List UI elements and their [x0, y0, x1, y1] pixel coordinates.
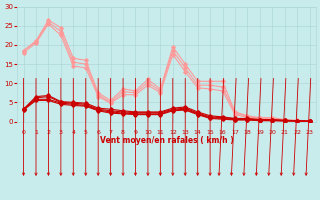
X-axis label: Vent moyen/en rafales ( km/h ): Vent moyen/en rafales ( km/h ) [100, 136, 234, 145]
